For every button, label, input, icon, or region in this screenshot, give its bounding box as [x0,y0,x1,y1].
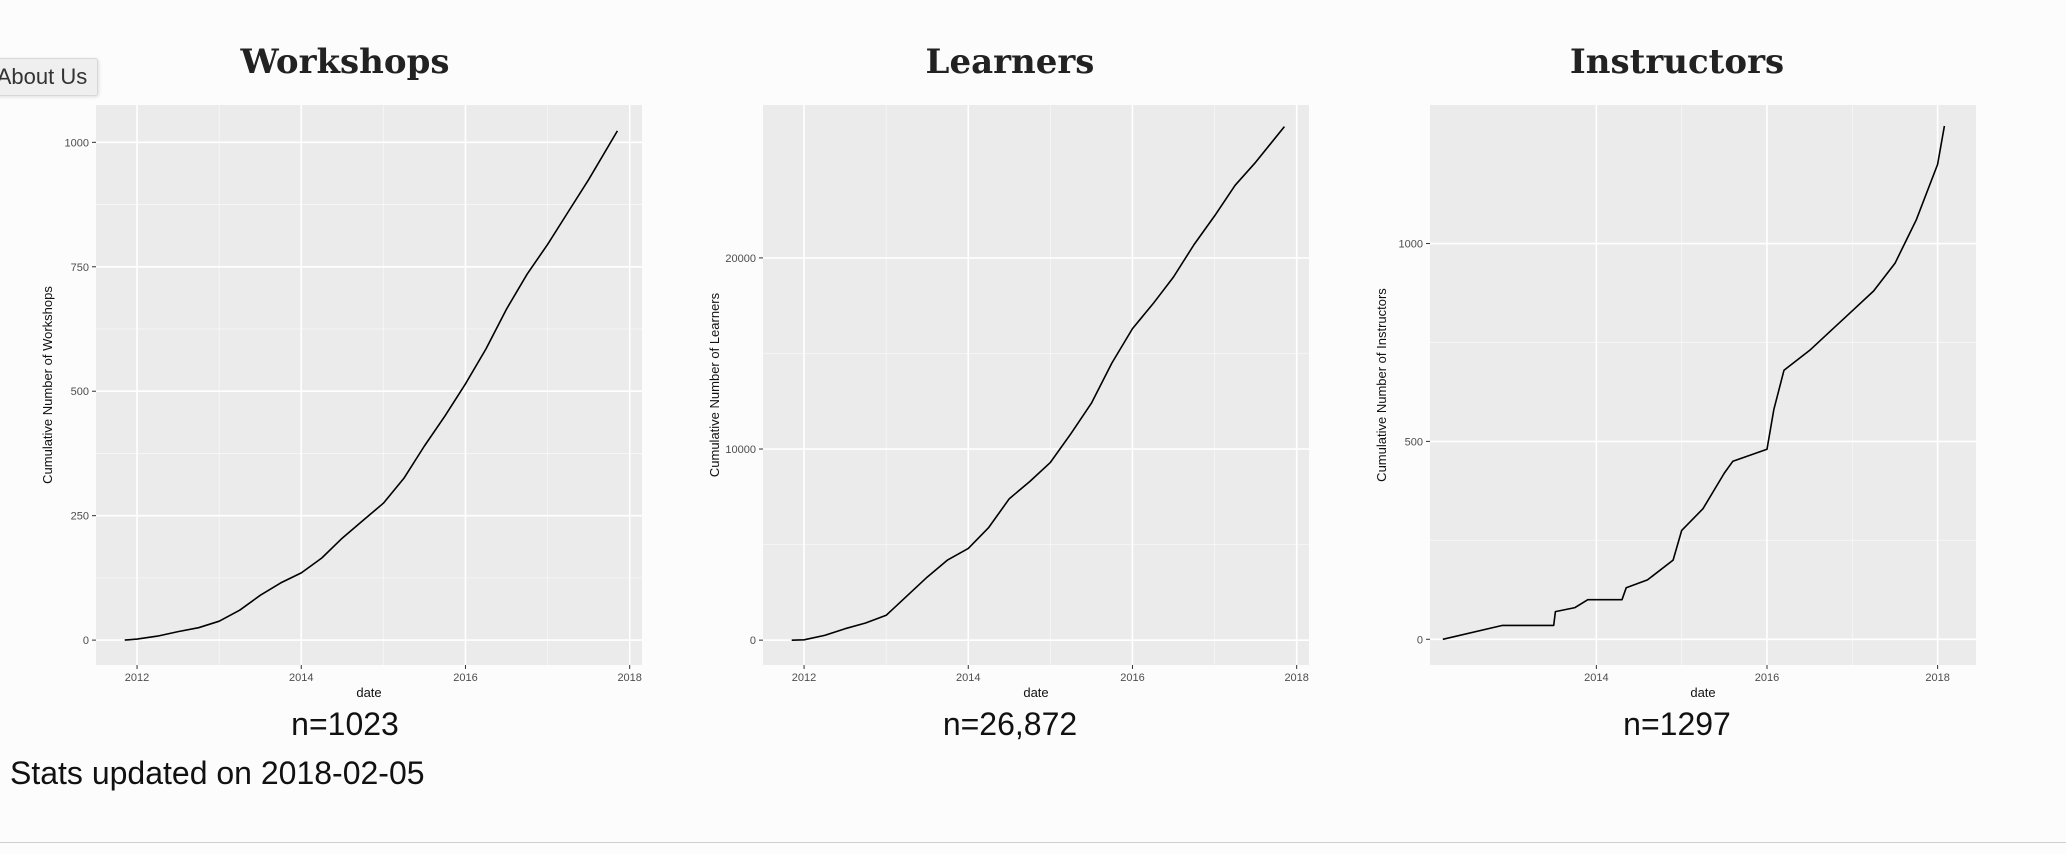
instructors-count: n=1297 [1623,706,1731,742]
learners-x-tick-label: 2018 [1284,672,1308,684]
panel-title-workshops: Workshops [240,42,450,82]
stats-updated-note: Stats updated on 2018-02-05 [10,755,425,791]
about-us-tab[interactable]: About Us [0,58,98,96]
instructors-y-axis-title: Cumulative Number of Instructors [1374,288,1389,482]
learners-y-tick-label: 20000 [725,253,756,265]
learners-x-tick-label: 2014 [956,672,980,684]
learners-plot-area [763,105,1309,665]
workshops-x-tick-label: 2016 [453,672,477,684]
workshops-chart: 2012 2014 2016 2018 0 250 500 750 1000 date Cumula… [40,105,642,700]
workshops-y-tick-label: 500 [71,386,89,398]
learners-y-tick-label: 0 [750,635,756,647]
workshops-count: n=1023 [291,706,399,742]
workshops-y-tick-label: 0 [83,635,89,647]
workshops-plot-area [96,105,642,665]
instructors-y-tick-label: 1000 [1399,239,1423,251]
instructors-y-tick-label: 0 [1417,634,1423,646]
learners-count: n=26,872 [942,706,1078,742]
workshops-y-tick-label: 750 [71,262,89,274]
workshops-y-tick-label: 250 [71,511,89,523]
workshops-y-axis-title: Cumulative Number of Workshops [40,286,55,484]
learners-series-line [791,126,1286,641]
workshops-x-tick-label: 2014 [289,672,313,684]
instructors-x-tick-label: 2014 [1584,672,1608,684]
workshops-x-axis-title: date [356,685,381,700]
instructors-x-tick-label: 2018 [1925,672,1949,684]
panel-title-instructors: Instructors [1569,42,1785,82]
instructors-plot-area [1430,105,1976,665]
workshops-x-tick-label: 2012 [125,672,149,684]
learners-y-tick-label: 10000 [725,444,756,456]
instructors-series-line [1442,125,1946,641]
learners-x-tick-label: 2012 [792,672,816,684]
learners-x-tick-label: 2016 [1120,672,1144,684]
instructors-x-tick-label: 2016 [1755,672,1779,684]
instructors-y-tick-label: 500 [1405,436,1423,448]
workshops-series-line [124,130,619,641]
bottom-divider [0,842,2066,843]
panel-title-learners: Learners [925,42,1095,82]
instructors-x-axis-title: date [1690,685,1715,700]
workshops-x-tick-label: 2018 [617,672,641,684]
learners-x-axis-title: date [1023,685,1048,700]
learners-chart: 2012 2014 2016 2018 0 10000 20000 date Cumulativ… [707,105,1309,700]
learners-y-axis-title: Cumulative Number of Learners [707,292,722,477]
instructors-chart: 2014 2016 2018 0 500 1000 date Cumulative Numbe… [1374,105,1976,700]
workshops-y-tick-label: 1000 [65,137,89,149]
